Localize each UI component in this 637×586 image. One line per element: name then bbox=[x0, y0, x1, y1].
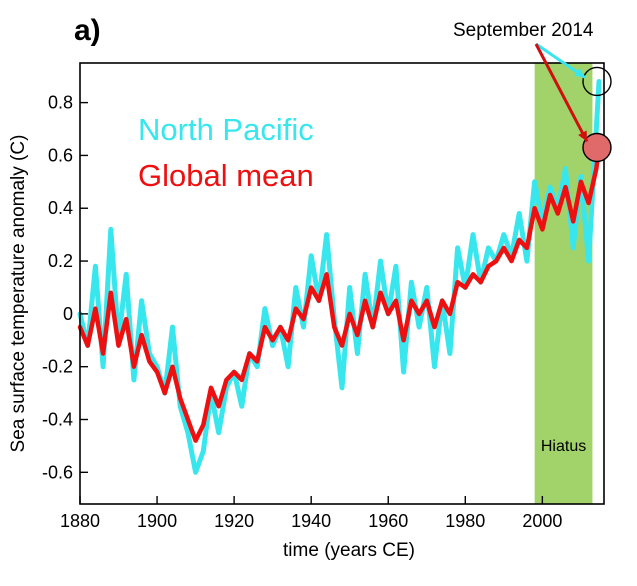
x-tick-label-2000: 2000 bbox=[522, 511, 562, 531]
panel-label: a) bbox=[74, 14, 101, 47]
y-tick-label--0.6: -0.6 bbox=[42, 462, 73, 482]
hiatus-label: Hiatus bbox=[541, 438, 586, 455]
y-tick-label--0.4: -0.4 bbox=[42, 409, 73, 429]
x-axis-title: time (years CE) bbox=[283, 540, 415, 561]
y-tick-label-0.2: 0.2 bbox=[48, 251, 73, 271]
y-tick-label-0.6: 0.6 bbox=[48, 145, 73, 165]
x-tick-label-1960: 1960 bbox=[368, 511, 408, 531]
y-tick-label--0.2: -0.2 bbox=[42, 357, 73, 377]
y-tick-label-0.8: 0.8 bbox=[48, 93, 73, 113]
x-tick-label-1880: 1880 bbox=[60, 511, 100, 531]
ticks-layer: 1880 1900 1920 1940 1960 1980 2000 -0.6 -0.4 -0.2… bbox=[42, 93, 562, 531]
legend-north-pacific: North Pacific bbox=[138, 112, 314, 147]
series-line-north-pacific bbox=[77, 79, 602, 475]
north-pacific-endpoint-circle bbox=[582, 66, 612, 97]
annotation-markers bbox=[534, 42, 612, 163]
series-layer bbox=[77, 79, 602, 475]
annotation-september-2014: September 2014 bbox=[453, 20, 594, 41]
arrow-to-global-mean bbox=[534, 43, 589, 143]
global-mean-endpoint-circle bbox=[582, 132, 612, 163]
y-tick-label-0.4: 0.4 bbox=[48, 198, 73, 218]
series-line-global-mean bbox=[77, 145, 602, 443]
x-tick-label-1920: 1920 bbox=[214, 511, 254, 531]
x-tick-label-1900: 1900 bbox=[137, 511, 177, 531]
x-tick-label-1980: 1980 bbox=[445, 511, 485, 531]
y-axis-title: Sea surface temperature anomaly (C) bbox=[8, 135, 29, 453]
legend-global-mean: Global mean bbox=[138, 158, 314, 193]
x-tick-label-1940: 1940 bbox=[291, 511, 331, 531]
arrow-to-north-pacific bbox=[535, 42, 586, 79]
y-tick-label-0: 0 bbox=[63, 304, 73, 324]
plot-frame bbox=[79, 62, 605, 505]
